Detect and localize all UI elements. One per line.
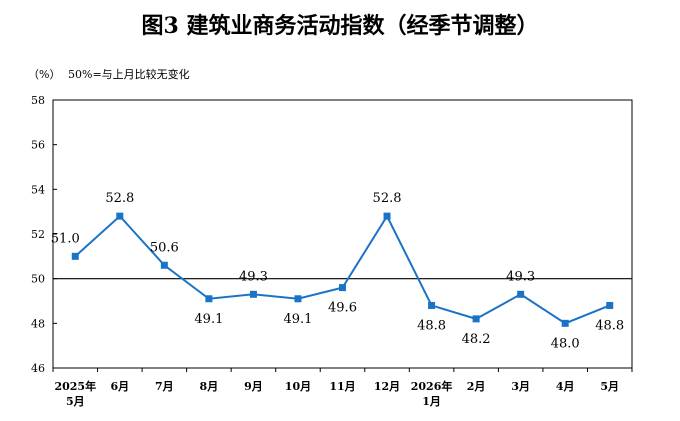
x-tick-label: 2025年: [54, 379, 96, 393]
x-tick-label: 5月: [66, 395, 85, 408]
data-label: 48.8: [595, 318, 624, 333]
data-label: 52.8: [105, 191, 134, 206]
x-tick-label: 8月: [200, 380, 219, 393]
x-tick-label: 2月: [467, 380, 486, 393]
data-label: 49.1: [194, 312, 223, 327]
data-point: [116, 212, 124, 220]
x-tick-label: 7月: [155, 380, 174, 393]
data-point: [517, 290, 525, 298]
data-label: 49.3: [506, 269, 535, 284]
data-label: 52.8: [373, 191, 402, 206]
plot-frame: [52, 99, 633, 369]
x-tick-label: 1月: [422, 395, 441, 408]
data-point: [160, 261, 168, 269]
y-unit-label: （%）: [28, 68, 61, 81]
data-label: 50.6: [150, 240, 179, 255]
data-label: 51.0: [51, 231, 80, 246]
y-tick-label: 58: [31, 94, 45, 107]
y-tick-label: 56: [31, 139, 45, 152]
data-point: [294, 295, 302, 303]
x-tick-label: 9月: [244, 380, 263, 393]
data-label: 49.3: [239, 269, 268, 284]
data-point: [383, 212, 391, 220]
data-label: 48.2: [462, 332, 491, 347]
x-tick-label: 6月: [110, 380, 129, 393]
x-tick-label: 5月: [600, 380, 619, 393]
reference-note: 50%=与上月比较无变化: [68, 68, 190, 81]
y-tick-label: 50: [31, 273, 45, 286]
y-tick-label: 46: [31, 362, 45, 375]
x-tick-label: 4月: [556, 380, 575, 393]
data-label: 48.0: [551, 336, 580, 351]
x-tick-label: 11月: [329, 380, 355, 393]
data-point: [606, 301, 614, 309]
y-tick-label: 48: [31, 317, 45, 330]
data-label: 49.6: [328, 301, 357, 316]
x-tick-label: 3月: [511, 380, 530, 393]
y-tick-label: 52: [31, 228, 45, 241]
chart-title: 图3 建筑业商务活动指数（经季节调整）: [141, 13, 539, 39]
data-point: [249, 290, 257, 298]
x-tick-label: 2026年: [411, 379, 453, 393]
data-label: 49.1: [283, 312, 312, 327]
data-label: 48.8: [417, 318, 446, 333]
x-tick-label: 12月: [374, 380, 400, 393]
y-tick-label: 54: [31, 183, 45, 196]
data-point: [71, 252, 79, 260]
data-point: [428, 301, 436, 309]
data-point: [205, 295, 213, 303]
data-point: [561, 319, 569, 327]
data-point: [472, 315, 480, 323]
x-tick-label: 10月: [285, 380, 311, 393]
data-point: [339, 284, 346, 292]
